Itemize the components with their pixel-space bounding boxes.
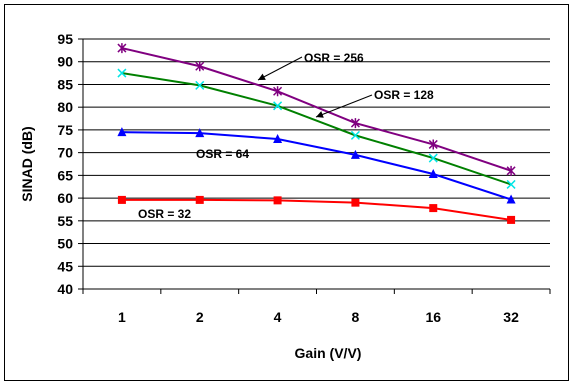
marker-osr64: [350, 149, 360, 159]
marker-osr32: [507, 215, 516, 224]
y-tick-label: 90: [57, 54, 73, 70]
y-tick-label: 80: [57, 99, 73, 115]
y-tick-label: 45: [57, 258, 73, 274]
series-lines: [121, 47, 512, 221]
x-tick-label: 8: [352, 309, 360, 325]
marker-osr32: [429, 204, 438, 213]
marker-osr256: [428, 139, 438, 150]
annotation-arrowhead: [258, 73, 266, 80]
series-line-32: [121, 198, 512, 221]
marker-osr64: [117, 127, 127, 137]
axes: [78, 38, 551, 294]
marker-osr128: [273, 101, 283, 111]
marker-osr64: [506, 194, 516, 204]
x-tick-label: 4: [274, 309, 282, 325]
y-tick-label: 60: [57, 190, 73, 206]
series-line-128: [121, 72, 512, 186]
series-label: OSR = 256: [304, 51, 364, 65]
x-tick-label: 2: [196, 309, 204, 325]
marker-osr128: [350, 130, 360, 140]
marker-osr256: [506, 165, 516, 176]
marker-osr256: [195, 61, 205, 72]
x-tick-labels: 1 2 4 8 16 32: [118, 309, 519, 325]
y-tick-labels: 40 45 50 55 60 65 70 75 80 85 90 95: [57, 31, 73, 297]
gridlines: [83, 38, 550, 290]
y-axis-title: SINAD (dB): [19, 126, 35, 201]
series-label: OSR = 32: [138, 207, 191, 221]
annotation-leader-line: [315, 94, 373, 118]
y-tick-label: 50: [57, 236, 73, 252]
series-line-256: [121, 47, 512, 172]
y-tick-label: 65: [57, 167, 73, 183]
marker-osr32: [351, 198, 360, 207]
marker-osr128: [428, 153, 438, 163]
marker-osr128: [117, 68, 127, 78]
y-tick-label: 75: [57, 122, 73, 138]
series-label: OSR = 64: [196, 147, 249, 161]
y-tick-label: 85: [57, 76, 73, 92]
y-tick-label: 70: [57, 145, 73, 161]
marker-osr128: [195, 80, 205, 90]
marker-osr256: [117, 43, 127, 54]
y-tick-label: 40: [57, 281, 73, 297]
annotation-arrowhead: [316, 111, 324, 118]
marker-osr32: [117, 195, 126, 204]
marker-osr32: [195, 195, 204, 204]
x-tick-label: 32: [503, 309, 519, 325]
marker-osr128: [506, 179, 516, 189]
chart-frame: [4, 4, 569, 381]
x-tick-label: 1: [118, 309, 126, 325]
series-line-64: [121, 131, 512, 201]
y-tick-label: 95: [57, 31, 73, 47]
marker-osr256: [273, 86, 283, 97]
marker-osr32: [273, 196, 282, 205]
marker-osr64: [195, 128, 205, 138]
marker-osr256: [350, 118, 360, 129]
marker-osr64: [273, 134, 283, 143]
marker-osr64: [428, 169, 438, 178]
x-tick-label: 16: [425, 309, 441, 325]
series-annotations: OSR = 256 OSR = 128 OSR = 64 OSR = 32: [138, 51, 434, 221]
series-markers: [117, 43, 516, 224]
y-tick-label: 55: [57, 213, 73, 229]
x-axis-title: Gain (V/V): [295, 345, 362, 361]
annotation-leader-line: [257, 56, 303, 81]
series-label: OSR = 128: [374, 88, 434, 102]
